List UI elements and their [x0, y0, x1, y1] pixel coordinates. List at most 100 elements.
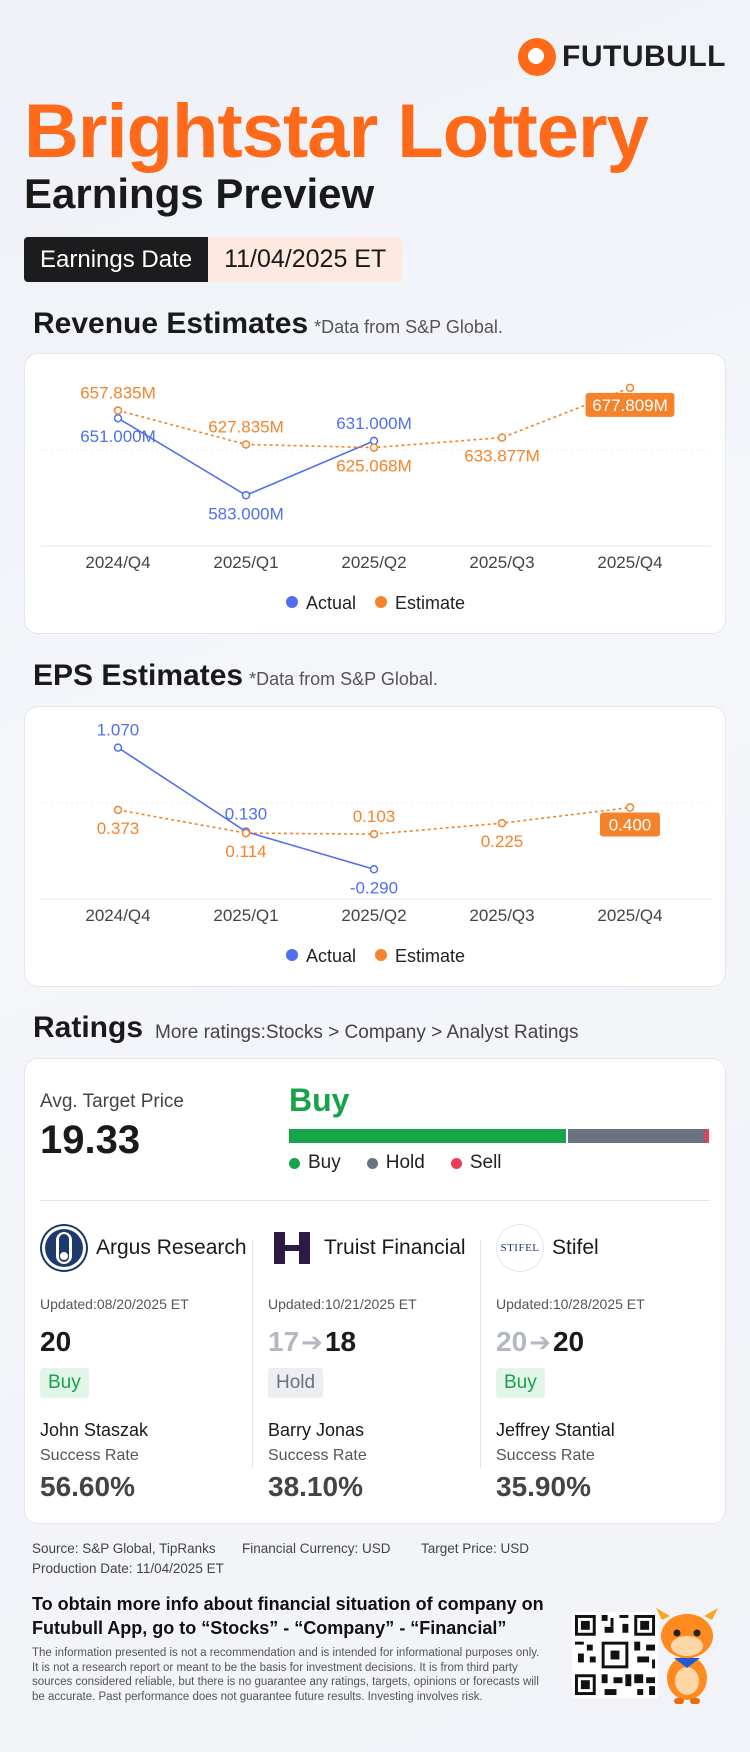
target-old: 20	[496, 1326, 528, 1357]
legend-sell: Sell	[450, 1152, 502, 1174]
data-label: 627.835M	[208, 417, 284, 436]
actual-point	[369, 865, 379, 874]
x-tick-label: 2025/Q1	[213, 906, 278, 925]
x-tick-label: 2024/Q4	[85, 553, 150, 572]
currency-text: Financial Currency: USD	[242, 1541, 391, 1556]
data-label: 1.070	[97, 721, 140, 740]
estimate-latest-badge	[585, 392, 675, 417]
analyst-firm: Stifel	[552, 1236, 599, 1259]
target-old: 17	[268, 1326, 300, 1357]
eps-section-title: EPS Estimates *Data from S&P Global.	[33, 659, 438, 693]
avg-target-value: 19.33	[40, 1118, 141, 1162]
x-tick-label: 2025/Q3	[469, 906, 534, 925]
x-tick-label: 2025/Q4	[597, 553, 662, 572]
analyst-separator	[480, 1240, 481, 1468]
x-tick-label: 2025/Q4	[597, 906, 662, 925]
ratings-title: Ratings	[33, 1011, 144, 1044]
analyst-firm: Truist Financial	[324, 1236, 466, 1259]
analyst-updated: Updated:10/21/2025 ET	[268, 1296, 417, 1312]
estimate-point	[497, 433, 507, 442]
data-label: 677.809M	[592, 396, 668, 415]
rating-legend: Buy Hold Sell	[289, 1152, 502, 1174]
data-label: 0.400	[609, 816, 652, 835]
legend-actual-label: Actual	[306, 593, 356, 613]
legend-hold: Hold	[366, 1152, 425, 1174]
actual-point	[241, 491, 251, 500]
argus-logo-icon	[40, 1224, 88, 1272]
legend-estimate-marker	[375, 596, 387, 608]
success-rate-value: 56.60%	[40, 1471, 135, 1502]
rating-distribution-bar	[289, 1129, 709, 1143]
x-tick-label: 2025/Q2	[341, 553, 406, 572]
buy-dot-icon	[289, 1157, 300, 1169]
actual-point	[113, 743, 123, 752]
actual-point	[369, 436, 379, 446]
bull-mascot-icon	[656, 1608, 718, 1704]
analyst-updated: Updated:10/28/2025 ET	[496, 1296, 645, 1312]
cta-text: To obtain more info about financial situ…	[32, 1594, 544, 1638]
legend-estimate-label: Estimate	[395, 946, 465, 966]
futubull-logo-icon	[518, 38, 557, 76]
bar-hold-segment	[566, 1129, 705, 1143]
estimate-point	[625, 803, 635, 812]
x-tick-label: 2025/Q1	[213, 553, 278, 572]
page-subtitle: Earnings Preview	[24, 170, 375, 217]
target-new: 18	[324, 1326, 357, 1357]
data-label: 0.130	[225, 805, 268, 824]
data-label: 0.114	[225, 842, 266, 861]
stifel-logo-icon: STIFEL	[496, 1224, 544, 1272]
revenue-chart: 651.000M 583.000M 631.000M 657.835M 627.835M…	[41, 383, 711, 613]
data-label: 583.000M	[208, 504, 284, 523]
legend-actual-marker	[286, 949, 298, 961]
success-rate-label: Success Rate	[496, 1447, 595, 1464]
avg-target-label: Avg. Target Price	[40, 1091, 184, 1112]
target-currency-text: Target Price: USD	[421, 1541, 530, 1556]
consensus-rating: Buy	[289, 1082, 350, 1118]
estimate-point	[497, 818, 507, 828]
source-text: Source: S&P Global, TipRanks	[32, 1541, 216, 1556]
estimate-point	[369, 829, 379, 839]
estimate-point	[369, 443, 379, 452]
revenue-section-title: Revenue Estimates *Data from S&P Global.	[33, 307, 503, 341]
x-tick-label: 2025/Q2	[341, 906, 406, 925]
revenue-note: *Data from S&P Global.	[314, 317, 503, 337]
estimate-point	[241, 828, 251, 838]
data-label: -0.290	[350, 878, 398, 897]
target-new: 20	[552, 1326, 585, 1357]
estimate-point	[113, 406, 123, 415]
success-rate-label: Success Rate	[40, 1447, 139, 1464]
legend-buy: Buy	[289, 1152, 341, 1174]
actual-point	[113, 413, 123, 423]
more-ratings-link[interactable]: More ratings:Stocks > Company > Analyst …	[155, 1022, 579, 1043]
hold-dot-icon	[366, 1157, 378, 1169]
data-label: 657.835M	[80, 383, 156, 402]
estimate-point	[625, 383, 635, 393]
data-label: 631.000M	[336, 414, 412, 433]
legend-actual-label: Actual	[306, 946, 356, 966]
truist-logo-icon	[268, 1224, 316, 1272]
company-title: Brightstar Lottery	[24, 89, 649, 174]
analyst-rating-badge: Hold	[268, 1368, 324, 1398]
brand-name: FUTUBULL	[562, 40, 726, 73]
analyst-target: 20	[40, 1326, 250, 1358]
success-rate-label: Success Rate	[268, 1447, 367, 1464]
disclaimer-text: The information presented is not a recom…	[32, 1647, 540, 1703]
eps-chart: 1.070 0.130 -0.290 0.373 0.114 0.103 0.225 0.40…	[41, 721, 711, 966]
analyst-person: Jeffrey Stantial	[496, 1420, 615, 1440]
qr-code-icon[interactable]	[572, 1612, 658, 1698]
eps-title: EPS Estimates	[33, 659, 244, 692]
analyst-rating-badge: Buy	[40, 1368, 89, 1398]
success-rate-value: 35.90%	[496, 1471, 591, 1502]
earnings-date-badge: Earnings Date 11/04/2025 ET	[24, 237, 403, 282]
target-new: 20	[40, 1326, 72, 1357]
data-label: 0.103	[353, 807, 396, 826]
analyst-updated: Updated:08/20/2025 ET	[40, 1296, 189, 1312]
legend-estimate-label: Estimate	[395, 593, 465, 613]
eps-note: *Data from S&P Global.	[249, 669, 438, 689]
estimate-point	[241, 440, 251, 449]
legend-actual-marker	[286, 596, 298, 608]
eps-chart-card: 1.070 0.130 -0.290 0.373 0.114 0.103 0.225 0.40…	[24, 706, 726, 987]
bar-sell-segment	[704, 1129, 709, 1143]
analyst-rating-badge: Buy	[496, 1368, 545, 1398]
earnings-date-value: 11/04/2025 ET	[208, 237, 403, 282]
